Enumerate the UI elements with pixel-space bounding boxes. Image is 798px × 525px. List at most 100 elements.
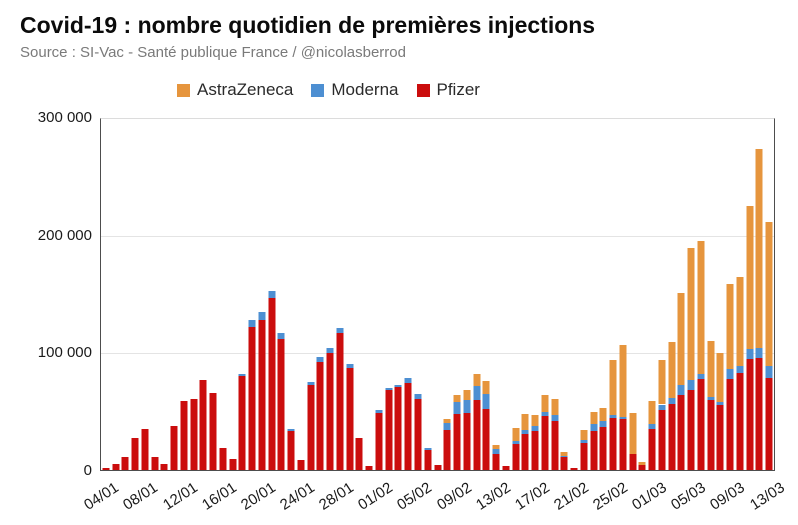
bar-29-01[interactable] <box>346 119 354 470</box>
bar-segment-moderna[interactable] <box>599 420 607 427</box>
bar-segment-pfizer[interactable] <box>151 457 159 470</box>
bar-12-03[interactable] <box>755 119 763 470</box>
bar-segment-pfizer[interactable] <box>248 327 256 470</box>
bar-06-03[interactable] <box>697 119 705 470</box>
bar-segment-pfizer[interactable] <box>307 384 315 470</box>
bar-segment-moderna[interactable] <box>736 365 744 373</box>
bar-segment-astrazeneca[interactable] <box>590 412 598 425</box>
bar-segment-moderna[interactable] <box>531 425 539 431</box>
bar-segment-astrazeneca[interactable] <box>463 390 471 400</box>
bar-26-02[interactable] <box>619 119 627 470</box>
bar-segment-moderna[interactable] <box>590 424 598 431</box>
bar-03-02[interactable] <box>394 119 402 470</box>
bar-segment-astrazeneca[interactable] <box>736 276 744 366</box>
bar-segment-pfizer[interactable] <box>434 465 441 470</box>
bar-segment-pfizer[interactable] <box>394 386 402 470</box>
bar-09-02[interactable] <box>453 119 461 470</box>
bar-segment-moderna[interactable] <box>453 402 461 414</box>
bar-segment-moderna[interactable] <box>287 428 295 431</box>
bar-09-03[interactable] <box>726 119 734 470</box>
bar-segment-astrazeneca[interactable] <box>580 429 588 440</box>
bar-segment-pfizer[interactable] <box>297 460 305 470</box>
bar-25-02[interactable] <box>609 119 617 470</box>
bar-21-01[interactable] <box>268 119 276 470</box>
bar-segment-pfizer[interactable] <box>502 466 510 470</box>
bar-segment-pfizer[interactable] <box>687 389 695 470</box>
bar-24-01[interactable] <box>297 119 305 470</box>
bar-segment-moderna[interactable] <box>609 414 617 418</box>
bar-19-02[interactable] <box>551 119 559 470</box>
bar-07-01[interactable] <box>131 119 139 470</box>
bar-segment-pfizer[interactable] <box>707 400 715 470</box>
bar-08-01[interactable] <box>141 119 149 470</box>
bar-segment-astrazeneca[interactable] <box>746 206 754 349</box>
bar-segment-astrazeneca[interactable] <box>443 418 451 423</box>
bar-10-01[interactable] <box>160 119 168 470</box>
bar-segment-astrazeneca[interactable] <box>755 149 763 349</box>
bar-segment-astrazeneca[interactable] <box>599 408 607 421</box>
bar-segment-moderna[interactable] <box>482 394 490 410</box>
bar-segment-pfizer[interactable] <box>668 404 676 470</box>
bar-segment-pfizer[interactable] <box>365 466 373 470</box>
bar-segment-pfizer[interactable] <box>473 399 480 470</box>
bar-15-02[interactable] <box>512 119 520 470</box>
bar-segment-moderna[interactable] <box>746 348 754 359</box>
bar-segment-pfizer[interactable] <box>580 442 588 470</box>
bar-28-01[interactable] <box>336 119 344 470</box>
bar-segment-moderna[interactable] <box>697 374 705 380</box>
bar-segment-astrazeneca[interactable] <box>619 344 627 417</box>
bar-segment-pfizer[interactable] <box>219 447 227 470</box>
bar-segment-pfizer[interactable] <box>629 454 637 470</box>
bar-segment-pfizer[interactable] <box>658 409 666 470</box>
bar-10-02[interactable] <box>463 119 471 470</box>
bar-segment-moderna[interactable] <box>248 320 256 328</box>
bar-segment-moderna[interactable] <box>551 414 559 421</box>
bar-segment-astrazeneca[interactable] <box>629 413 637 455</box>
bar-05-01[interactable] <box>112 119 120 470</box>
bar-segment-pfizer[interactable] <box>375 412 383 470</box>
bar-segment-pfizer[interactable] <box>131 438 139 470</box>
bar-segment-pfizer[interactable] <box>648 429 656 470</box>
bar-20-01[interactable] <box>258 119 266 470</box>
bar-segment-moderna[interactable] <box>385 388 393 391</box>
bar-13-01[interactable] <box>190 119 198 470</box>
bar-segment-pfizer[interactable] <box>716 405 724 470</box>
bar-segment-moderna[interactable] <box>238 374 246 377</box>
bar-segment-pfizer[interactable] <box>697 379 705 470</box>
bar-02-02[interactable] <box>385 119 393 470</box>
bar-segment-astrazeneca[interactable] <box>687 247 695 380</box>
bar-segment-pfizer[interactable] <box>512 444 520 470</box>
bar-segment-moderna[interactable] <box>707 396 715 401</box>
bar-segment-astrazeneca[interactable] <box>716 352 724 403</box>
bar-segment-pfizer[interactable] <box>736 372 744 470</box>
bar-segment-moderna[interactable] <box>512 440 520 445</box>
bar-segment-astrazeneca[interactable] <box>609 360 617 415</box>
bar-segment-moderna[interactable] <box>521 429 529 434</box>
bar-segment-astrazeneca[interactable] <box>697 240 705 375</box>
bar-segment-pfizer[interactable] <box>170 425 178 470</box>
bar-16-02[interactable] <box>521 119 529 470</box>
bar-04-02[interactable] <box>404 119 412 470</box>
bar-segment-pfizer[interactable] <box>121 457 129 470</box>
bar-14-01[interactable] <box>199 119 207 470</box>
bar-segment-pfizer[interactable] <box>326 353 334 470</box>
bar-22-01[interactable] <box>277 119 285 470</box>
bar-27-01[interactable] <box>326 119 334 470</box>
bar-06-02[interactable] <box>424 119 432 470</box>
bar-segment-moderna[interactable] <box>307 382 315 385</box>
bar-28-02[interactable] <box>638 119 646 470</box>
bar-segment-pfizer[interactable] <box>180 400 188 470</box>
bar-segment-moderna[interactable] <box>492 449 500 455</box>
bar-04-01[interactable] <box>102 119 110 470</box>
bar-segment-pfizer[interactable] <box>141 429 149 470</box>
bar-segment-pfizer[interactable] <box>336 333 344 470</box>
bar-segment-pfizer[interactable] <box>190 398 198 470</box>
bar-segment-pfizer[interactable] <box>463 412 471 470</box>
bar-segment-astrazeneca[interactable] <box>765 221 773 367</box>
bar-segment-moderna[interactable] <box>268 291 276 299</box>
bar-19-01[interactable] <box>248 119 256 470</box>
bar-10-03[interactable] <box>736 119 744 470</box>
bar-21-02[interactable] <box>570 119 578 470</box>
bar-12-01[interactable] <box>180 119 188 470</box>
bar-segment-pfizer[interactable] <box>355 438 363 470</box>
